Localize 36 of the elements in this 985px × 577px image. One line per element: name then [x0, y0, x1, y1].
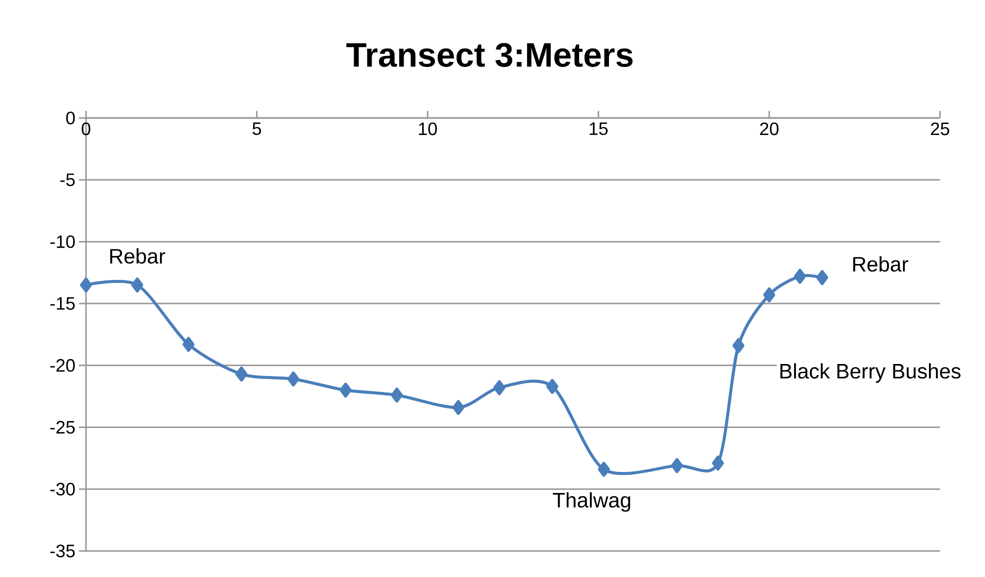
- point: [794, 268, 806, 284]
- y-tick-label: -10: [50, 235, 75, 248]
- x-tick-label: 20: [760, 122, 778, 136]
- chart-title: Transect 3:Meters: [346, 42, 633, 67]
- y-tick-label: -30: [50, 482, 75, 496]
- x-tick-label: 10: [418, 122, 437, 136]
- point: [452, 400, 464, 415]
- x-tick-label: 25: [930, 122, 950, 136]
- point: [546, 378, 558, 394]
- annotation: Rebar: [110, 248, 166, 264]
- point: [131, 277, 144, 292]
- annotation: Thalwag: [552, 492, 630, 512]
- point: [816, 270, 828, 286]
- point: [80, 277, 92, 292]
- point: [182, 336, 194, 352]
- y-tick-label: 0: [66, 112, 75, 124]
- annotation: Black Berry Bushes: [780, 363, 960, 383]
- x-tick-label: 0: [82, 122, 90, 136]
- point: [670, 458, 683, 474]
- point: [763, 287, 776, 302]
- x-tick-label: 5: [252, 122, 262, 136]
- y-tick-label: -20: [50, 359, 75, 372]
- x-tick-label: 15: [590, 122, 608, 136]
- annotation: Rebar: [853, 256, 908, 272]
- point: [235, 366, 248, 382]
- point: [712, 456, 724, 471]
- point: [598, 462, 610, 477]
- y-tick-label: -15: [50, 297, 75, 310]
- point: [732, 338, 744, 354]
- point: [390, 388, 403, 403]
- point: [287, 372, 300, 387]
- y-tick-label: -25: [50, 420, 75, 434]
- y-tick-label: -5: [60, 174, 75, 186]
- y-tick-label: -35: [50, 544, 75, 558]
- point: [340, 382, 352, 398]
- point: [493, 380, 506, 396]
